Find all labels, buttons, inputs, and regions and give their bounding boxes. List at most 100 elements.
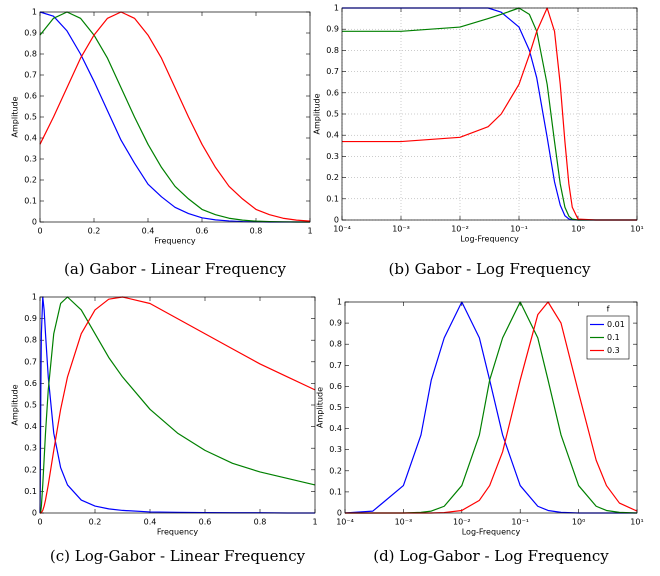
y-tick-label: 0 <box>334 216 339 225</box>
y-tick-label: 0.5 <box>326 110 339 119</box>
x-tick-label: 0.4 <box>142 227 155 236</box>
caption: (d) Log-Gabor - Log Frequency <box>373 547 609 565</box>
series-line <box>39 296 316 514</box>
x-tick-label: 0.4 <box>144 518 157 527</box>
series-line <box>342 7 637 221</box>
x-tick-label: 10⁻⁴ <box>336 518 354 527</box>
y-tick-label: 0.9 <box>24 29 37 38</box>
y-tick-label: 1 <box>32 293 37 302</box>
y-tick-label: 0.5 <box>329 403 342 412</box>
y-tick-label: 0.1 <box>24 487 37 496</box>
y-tick-label: 0.6 <box>326 88 339 97</box>
y-tick-label: 0.8 <box>24 336 37 345</box>
y-tick-label: 0.2 <box>24 176 37 185</box>
x-tick-label: 10⁻³ <box>392 225 410 234</box>
y-tick-label: 0.7 <box>24 357 37 366</box>
x-tick-label: 0.8 <box>254 518 267 527</box>
panel: 0 0.1 0.2 0.3 0.4 0.5 0.6 0.7 0.8 0.9 1 0 0.2 0.4 0.6 0… <box>11 293 318 566</box>
y-tick-label: 0.1 <box>326 194 339 203</box>
y-tick-label: 0.4 <box>326 131 339 140</box>
y-tick-label: 0.8 <box>326 46 339 55</box>
x-tick-label: 10⁻¹ <box>510 225 528 234</box>
y-tick-label: 0.1 <box>24 197 37 206</box>
x-tick-label: 0.2 <box>88 227 101 236</box>
caption: (b) Gabor - Log Frequency <box>389 260 591 278</box>
caption: (a) Gabor - Linear Frequency <box>64 260 287 278</box>
y-tick-label: 0.5 <box>24 113 37 122</box>
y-tick-label: 0.3 <box>24 155 37 164</box>
plot-frame <box>39 11 311 223</box>
y-tick-label: 0.9 <box>329 319 342 328</box>
y-tick-label: 0.9 <box>24 314 37 323</box>
y-tick-label: 0.3 <box>24 444 37 453</box>
x-tick-label: 10⁻⁴ <box>333 225 351 234</box>
plot-area <box>40 12 310 222</box>
y-tick-label: 0.4 <box>329 424 342 433</box>
series-line <box>345 301 638 514</box>
y-axis-label: Amplitude <box>11 384 20 425</box>
y-tick-label: 0.2 <box>24 465 37 474</box>
y-tick-label: 0.7 <box>326 67 339 76</box>
x-axis-label: Frequency <box>154 237 196 246</box>
y-axis-label: Amplitude <box>11 96 20 137</box>
x-tick-label: 10¹ <box>630 518 643 527</box>
panel: 0 0.1 0.2 0.3 0.4 0.5 0.6 0.7 0.8 0.9 1 10⁻⁴ 10⁻³ 10⁻… <box>316 298 644 566</box>
y-tick-label: 1 <box>32 8 37 17</box>
y-tick-label: 0.7 <box>24 71 37 80</box>
x-tick-label: 10⁰ <box>571 225 584 234</box>
series-line <box>39 11 310 223</box>
x-tick-label: 10¹ <box>630 225 643 234</box>
legend-label: 0.3 <box>607 346 620 355</box>
x-tick-label: 10⁻² <box>451 225 469 234</box>
y-tick-label: 0 <box>32 218 37 227</box>
y-tick-label: 0.8 <box>329 340 342 349</box>
x-tick-label: 0.6 <box>196 227 209 236</box>
plot-frame <box>344 301 638 514</box>
y-tick-label: 0.5 <box>24 401 37 410</box>
plot-area <box>40 297 315 513</box>
x-axis-label: Log-Frequency <box>462 528 521 537</box>
x-tick-label: 0.6 <box>199 518 212 527</box>
x-tick-label: 0.8 <box>250 227 263 236</box>
y-tick-label: 0.6 <box>329 382 342 391</box>
x-tick-label: 10⁰ <box>572 518 585 527</box>
y-tick-label: 0.9 <box>326 25 339 34</box>
y-tick-label: 0.2 <box>329 466 342 475</box>
caption: (c) Log-Gabor - Linear Frequency <box>50 547 306 565</box>
x-tick-label: 1 <box>312 518 317 527</box>
x-axis-label: Log-Frequency <box>460 235 519 244</box>
x-tick-label: 0 <box>37 518 42 527</box>
panel: 0 0.1 0.2 0.3 0.4 0.5 0.6 0.7 0.8 0.9 1 10⁻⁴ 10⁻³ 10⁻… <box>313 4 644 279</box>
series-line <box>39 11 311 222</box>
y-axis-label: Amplitude <box>313 93 322 134</box>
y-tick-label: 0.2 <box>326 173 339 182</box>
x-tick-label: 1 <box>307 227 312 236</box>
y-tick-label: 1 <box>334 4 339 13</box>
y-axis-label: Amplitude <box>316 387 325 428</box>
y-tick-label: 0.7 <box>329 361 342 370</box>
x-tick-label: 0 <box>37 227 42 236</box>
panel: 0 0.1 0.2 0.3 0.4 0.5 0.6 0.7 0.8 0.9 1 0 0.2 0.4 0.6 0… <box>11 8 313 279</box>
plot-frame <box>341 7 638 221</box>
x-tick-label: 10⁻¹ <box>511 518 529 527</box>
y-tick-label: 0 <box>337 509 342 518</box>
x-tick-label: 0.2 <box>89 518 102 527</box>
y-tick-label: 1 <box>337 298 342 307</box>
y-tick-label: 0 <box>32 509 37 518</box>
y-tick-label: 0.3 <box>329 445 342 454</box>
y-tick-label: 0.6 <box>24 379 37 388</box>
y-tick-label: 0.1 <box>329 487 342 496</box>
x-tick-label: 10⁻³ <box>395 518 413 527</box>
legend-label: 0.1 <box>607 333 620 342</box>
x-tick-label: 10⁻² <box>453 518 471 527</box>
plot-frame <box>39 296 316 514</box>
legend-title: f <box>607 305 610 314</box>
y-tick-label: 0.8 <box>24 50 37 59</box>
series-line <box>39 296 316 514</box>
x-axis-label: Frequency <box>157 528 199 537</box>
y-tick-label: 0.4 <box>24 422 37 431</box>
y-tick-label: 0.4 <box>24 134 37 143</box>
y-tick-label: 0.3 <box>326 152 339 161</box>
legend-label: 0.01 <box>607 320 625 329</box>
